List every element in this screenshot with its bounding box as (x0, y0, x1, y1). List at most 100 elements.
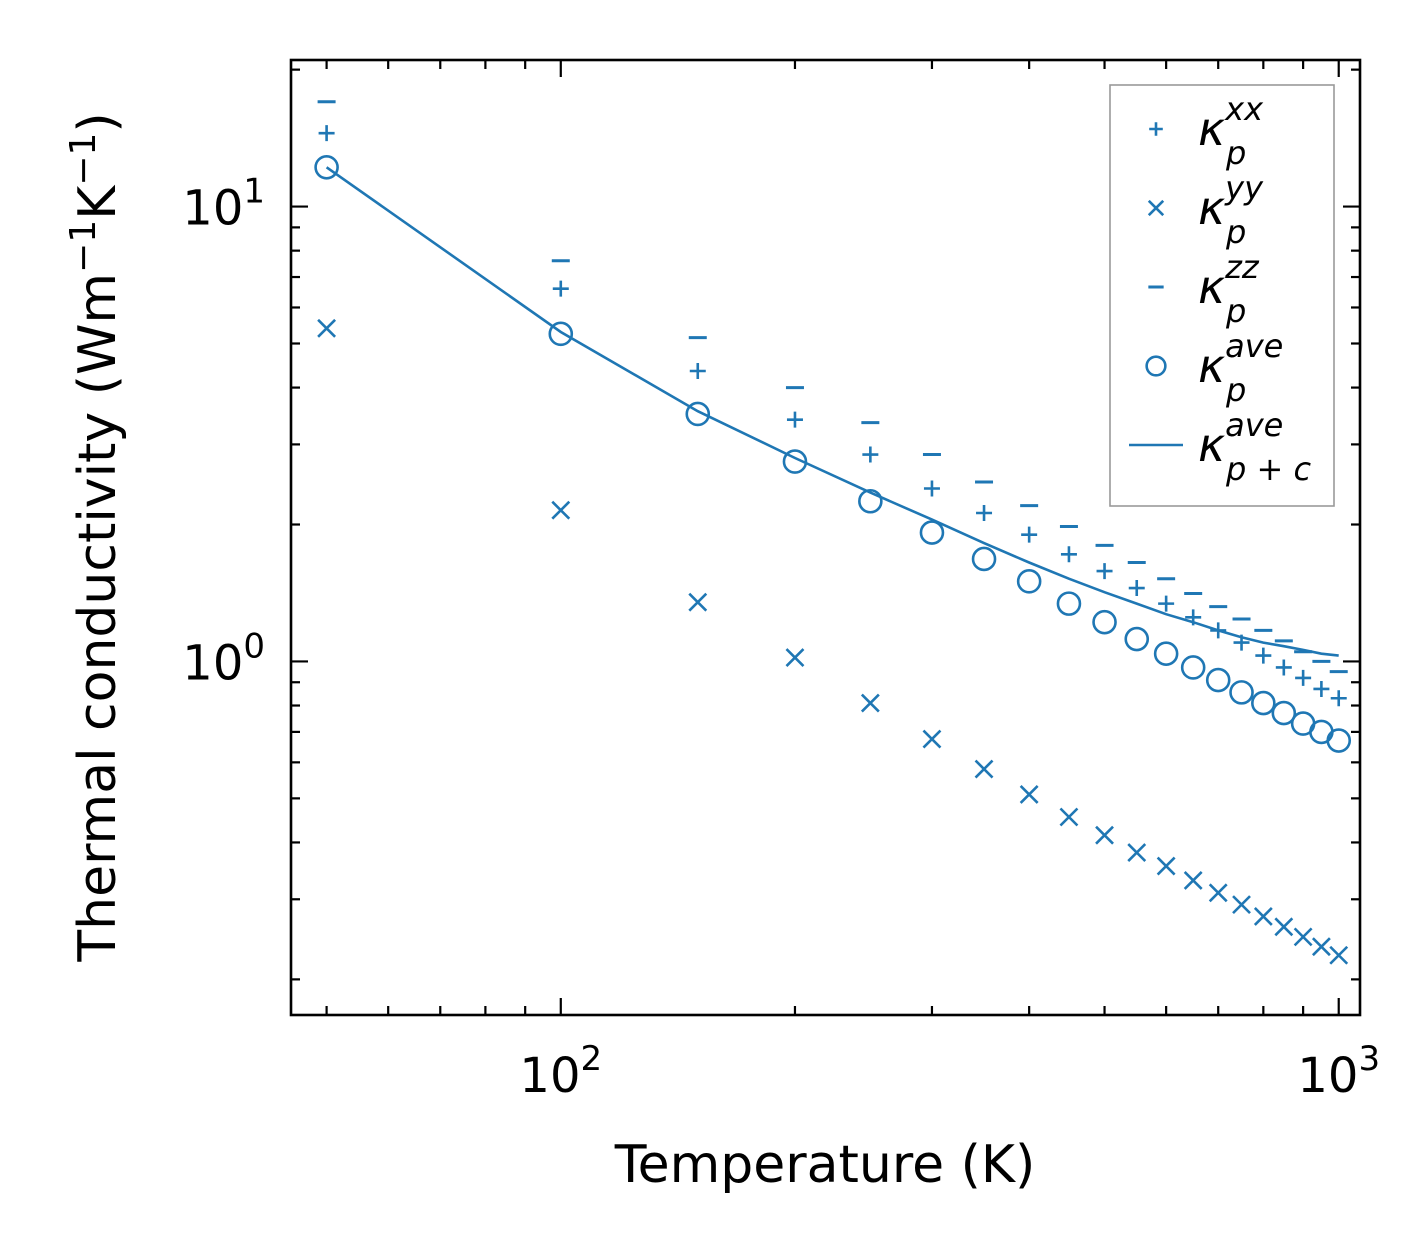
y-axis-label: Thermal conductivity (Wm−1K−1) (63, 112, 128, 962)
legend-marker-plus (1149, 122, 1163, 136)
data-point-kp_xx (1096, 563, 1113, 580)
data-point-kp_xx (1330, 690, 1347, 707)
data-point-kp_ave (1056, 591, 1082, 616)
data-point-kp_ave (548, 321, 574, 347)
legend-label: κave p (1198, 327, 1283, 409)
legend-label-base: κ (1198, 339, 1225, 393)
data-point-kp_yy (1208, 883, 1228, 903)
data-point-kp_ave (1229, 680, 1254, 705)
data-point-kp_yy (1232, 895, 1251, 915)
data-point-kp_ave (1016, 569, 1042, 594)
data-point-kp_ave (314, 154, 339, 180)
data-point-kp_xx (786, 411, 803, 428)
data-point-kp_xx (1060, 546, 1077, 563)
data-point-kp_yy (1019, 785, 1039, 804)
x-axis-label: Temperature (K) (614, 1135, 1036, 1195)
y-tick-label: 100 (182, 626, 265, 691)
legend-entry-circle: κave p (1145, 327, 1283, 409)
series-kp_xx (318, 125, 1347, 707)
data-point-kp_ave (1271, 700, 1297, 726)
legend-marker-x (1147, 199, 1165, 217)
legend-entry-hline: κzz p (1148, 248, 1260, 330)
legend-entry-plus: κxx p (1149, 90, 1264, 172)
data-point-kp_xx (1275, 659, 1292, 676)
data-point-kp_xx (689, 363, 706, 380)
data-point-kp_ave (1124, 626, 1150, 652)
data-point-kp_yy (785, 648, 805, 667)
x-tick-label-exponent: 2 (580, 1039, 602, 1079)
data-point-kp_ave (919, 520, 945, 545)
data-point-kp_xx (976, 504, 993, 521)
legend-label-superscript: yy (1224, 169, 1264, 207)
data-point-kp_xx (1128, 580, 1145, 597)
legend-label-superscript: zz (1224, 248, 1260, 286)
data-point-kp_yy (1095, 825, 1114, 845)
data-point-kp_xx (1255, 647, 1272, 664)
legend-label-superscript: ave (1225, 327, 1283, 365)
legend-label: κyy p (1198, 169, 1264, 251)
data-point-kp_yy (1127, 843, 1147, 863)
series-kp_yy (317, 318, 1349, 965)
series-kpc_ave (325, 166, 1339, 657)
legend-entry-line: κave p + c (1129, 406, 1311, 488)
legend-label-superscript: xx (1224, 90, 1264, 128)
legend-entry-x: κyy p (1147, 169, 1264, 251)
series-kp_ave (314, 154, 1352, 753)
y-axis-label-mid: K (68, 184, 128, 220)
y-axis-label-main: Thermal conductivity (Wm (68, 273, 128, 963)
y-tick-label-base: 10 (182, 181, 243, 237)
data-point-kp_ave (858, 488, 883, 514)
data-point-kp_yy (317, 318, 337, 338)
y-tick-label-exponent: 1 (243, 172, 265, 212)
legend-label-subscript: p (1225, 134, 1246, 172)
legend-label-subscript: p + c (1225, 450, 1311, 488)
y-axis-label-exp2: −1 (63, 133, 104, 186)
x-tick-label: 103 (1297, 1039, 1380, 1104)
data-point-kp_xx (552, 280, 569, 297)
legend-label-subscript: p (1225, 213, 1246, 251)
legend-label: κzz p (1198, 248, 1260, 330)
legend-label-base: κ (1198, 418, 1225, 472)
data-point-kp_yy (1183, 871, 1203, 890)
data-point-kp_xx (1021, 526, 1038, 543)
data-point-kp_ave (1205, 667, 1231, 693)
data-point-kp_yy (1253, 907, 1273, 926)
data-point-kp_yy (974, 759, 994, 779)
legend-label: κxx p (1198, 90, 1264, 172)
x-tick-label-exponent: 3 (1358, 1039, 1380, 1079)
data-point-kp_ave (1180, 655, 1206, 680)
data-point-kp_xx (862, 446, 879, 463)
data-point-kp_ave (1153, 641, 1179, 666)
legend-marker-circle (1145, 355, 1167, 377)
y-axis-label-end: ) (68, 112, 128, 132)
data-point-kp_ave (685, 401, 711, 427)
legend-label: κave p + c (1198, 406, 1311, 488)
data-point-kp_yy (1274, 917, 1294, 937)
data-point-kp_yy (551, 500, 571, 520)
data-point-kp_ave (1092, 609, 1117, 635)
data-point-kp_xx (1158, 595, 1175, 612)
y-axis-label-exp1: −1 (63, 220, 104, 273)
legend-box (1109, 84, 1335, 507)
series-kp_zz (317, 100, 1348, 674)
legend-label-base: κ (1198, 260, 1225, 314)
legend-label-base: κ (1198, 102, 1225, 156)
data-point-kp_xx (1313, 680, 1330, 697)
legend-label-subscript: p (1225, 371, 1246, 409)
plot-area (314, 100, 1352, 965)
data-point-kp_xx (923, 480, 940, 497)
data-point-kp_xx (318, 125, 335, 142)
data-point-kp_yy (688, 592, 708, 612)
y-tick-label-base: 10 (182, 635, 243, 691)
y-tick-label: 101 (182, 172, 265, 237)
data-point-kp_yy (1293, 927, 1313, 947)
legend-label-base: κ (1198, 181, 1225, 235)
axes-frame (289, 58, 1362, 1017)
data-point-kp_yy (1329, 945, 1349, 965)
axis-ticks (291, 60, 1360, 1015)
series-line-kpc_ave (325, 166, 1339, 657)
x-tick-label-base: 10 (1297, 1048, 1358, 1104)
